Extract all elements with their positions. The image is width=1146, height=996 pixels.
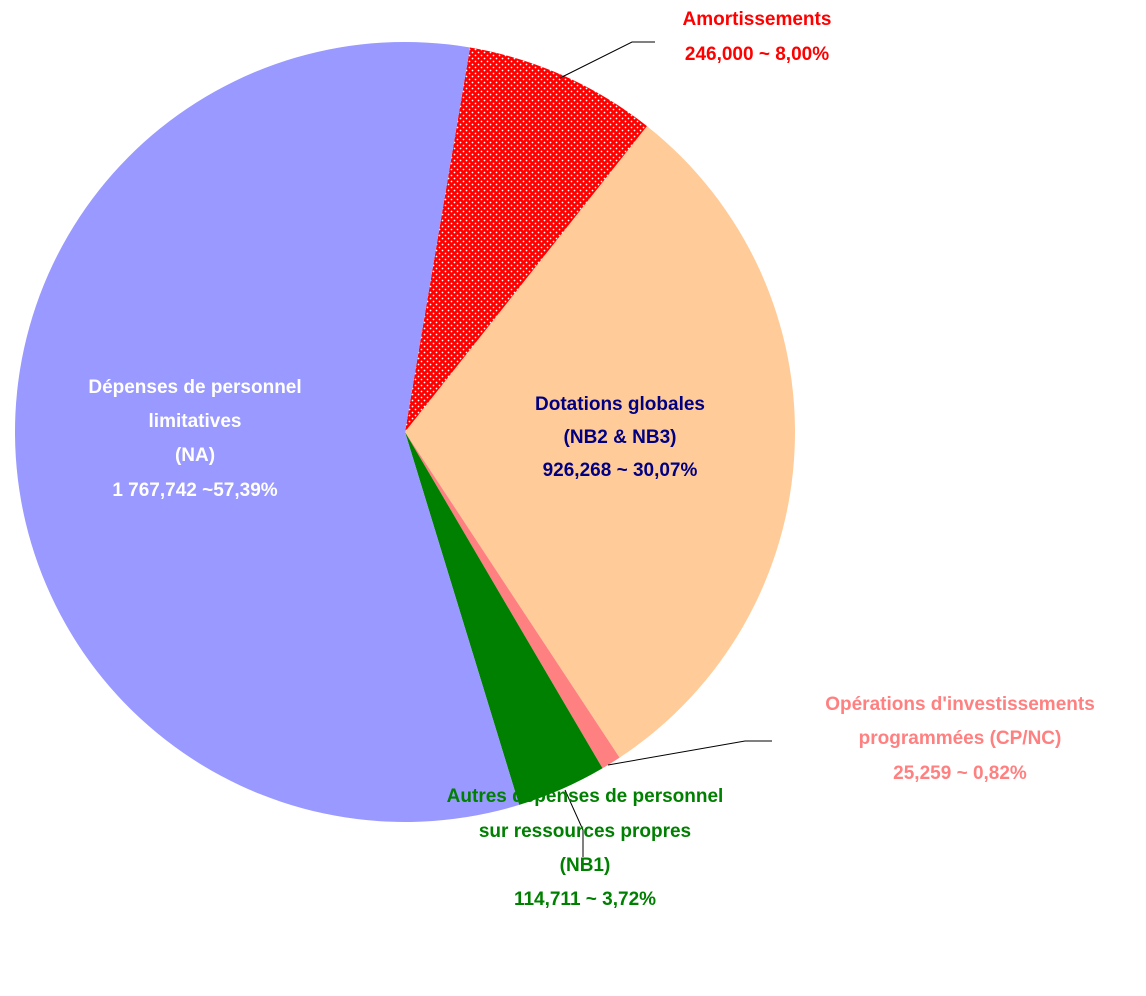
value-label: 246,000 ~ 8,00%	[685, 44, 829, 65]
slice-label: programmées (CP/NC)	[859, 728, 1062, 749]
leader-line	[607, 740, 772, 766]
slice-label: (NB2 & NB3)	[564, 427, 677, 448]
value-label: 25,259 ~ 0,82%	[893, 763, 1027, 784]
slice-label: Amortissements	[683, 9, 832, 30]
slice-label: Opérations d'investissements	[825, 694, 1095, 715]
value-label: 926,268 ~ 30,07%	[543, 460, 698, 481]
slice-label: Dotations globales	[535, 394, 705, 415]
value-label: 1 767,742 ~57,39%	[112, 480, 277, 501]
leader-line	[564, 789, 584, 857]
slice-label: Dépenses de personnel	[88, 377, 301, 398]
slice-label: Autres dépenses de personnel	[447, 786, 724, 807]
pie-slice	[405, 432, 603, 805]
slice-label: (NB1)	[560, 855, 611, 876]
leader-line	[559, 41, 655, 79]
pie-slice	[405, 126, 796, 758]
value-label: 114,711 ~ 3,72%	[514, 889, 656, 910]
pie-slice	[15, 41, 520, 822]
pie-slice	[405, 47, 647, 432]
slice-label: limitatives	[149, 411, 242, 432]
pie-slice	[405, 432, 620, 769]
slice-label: (NA)	[175, 445, 215, 466]
slice-label: sur ressources propres	[479, 821, 691, 842]
